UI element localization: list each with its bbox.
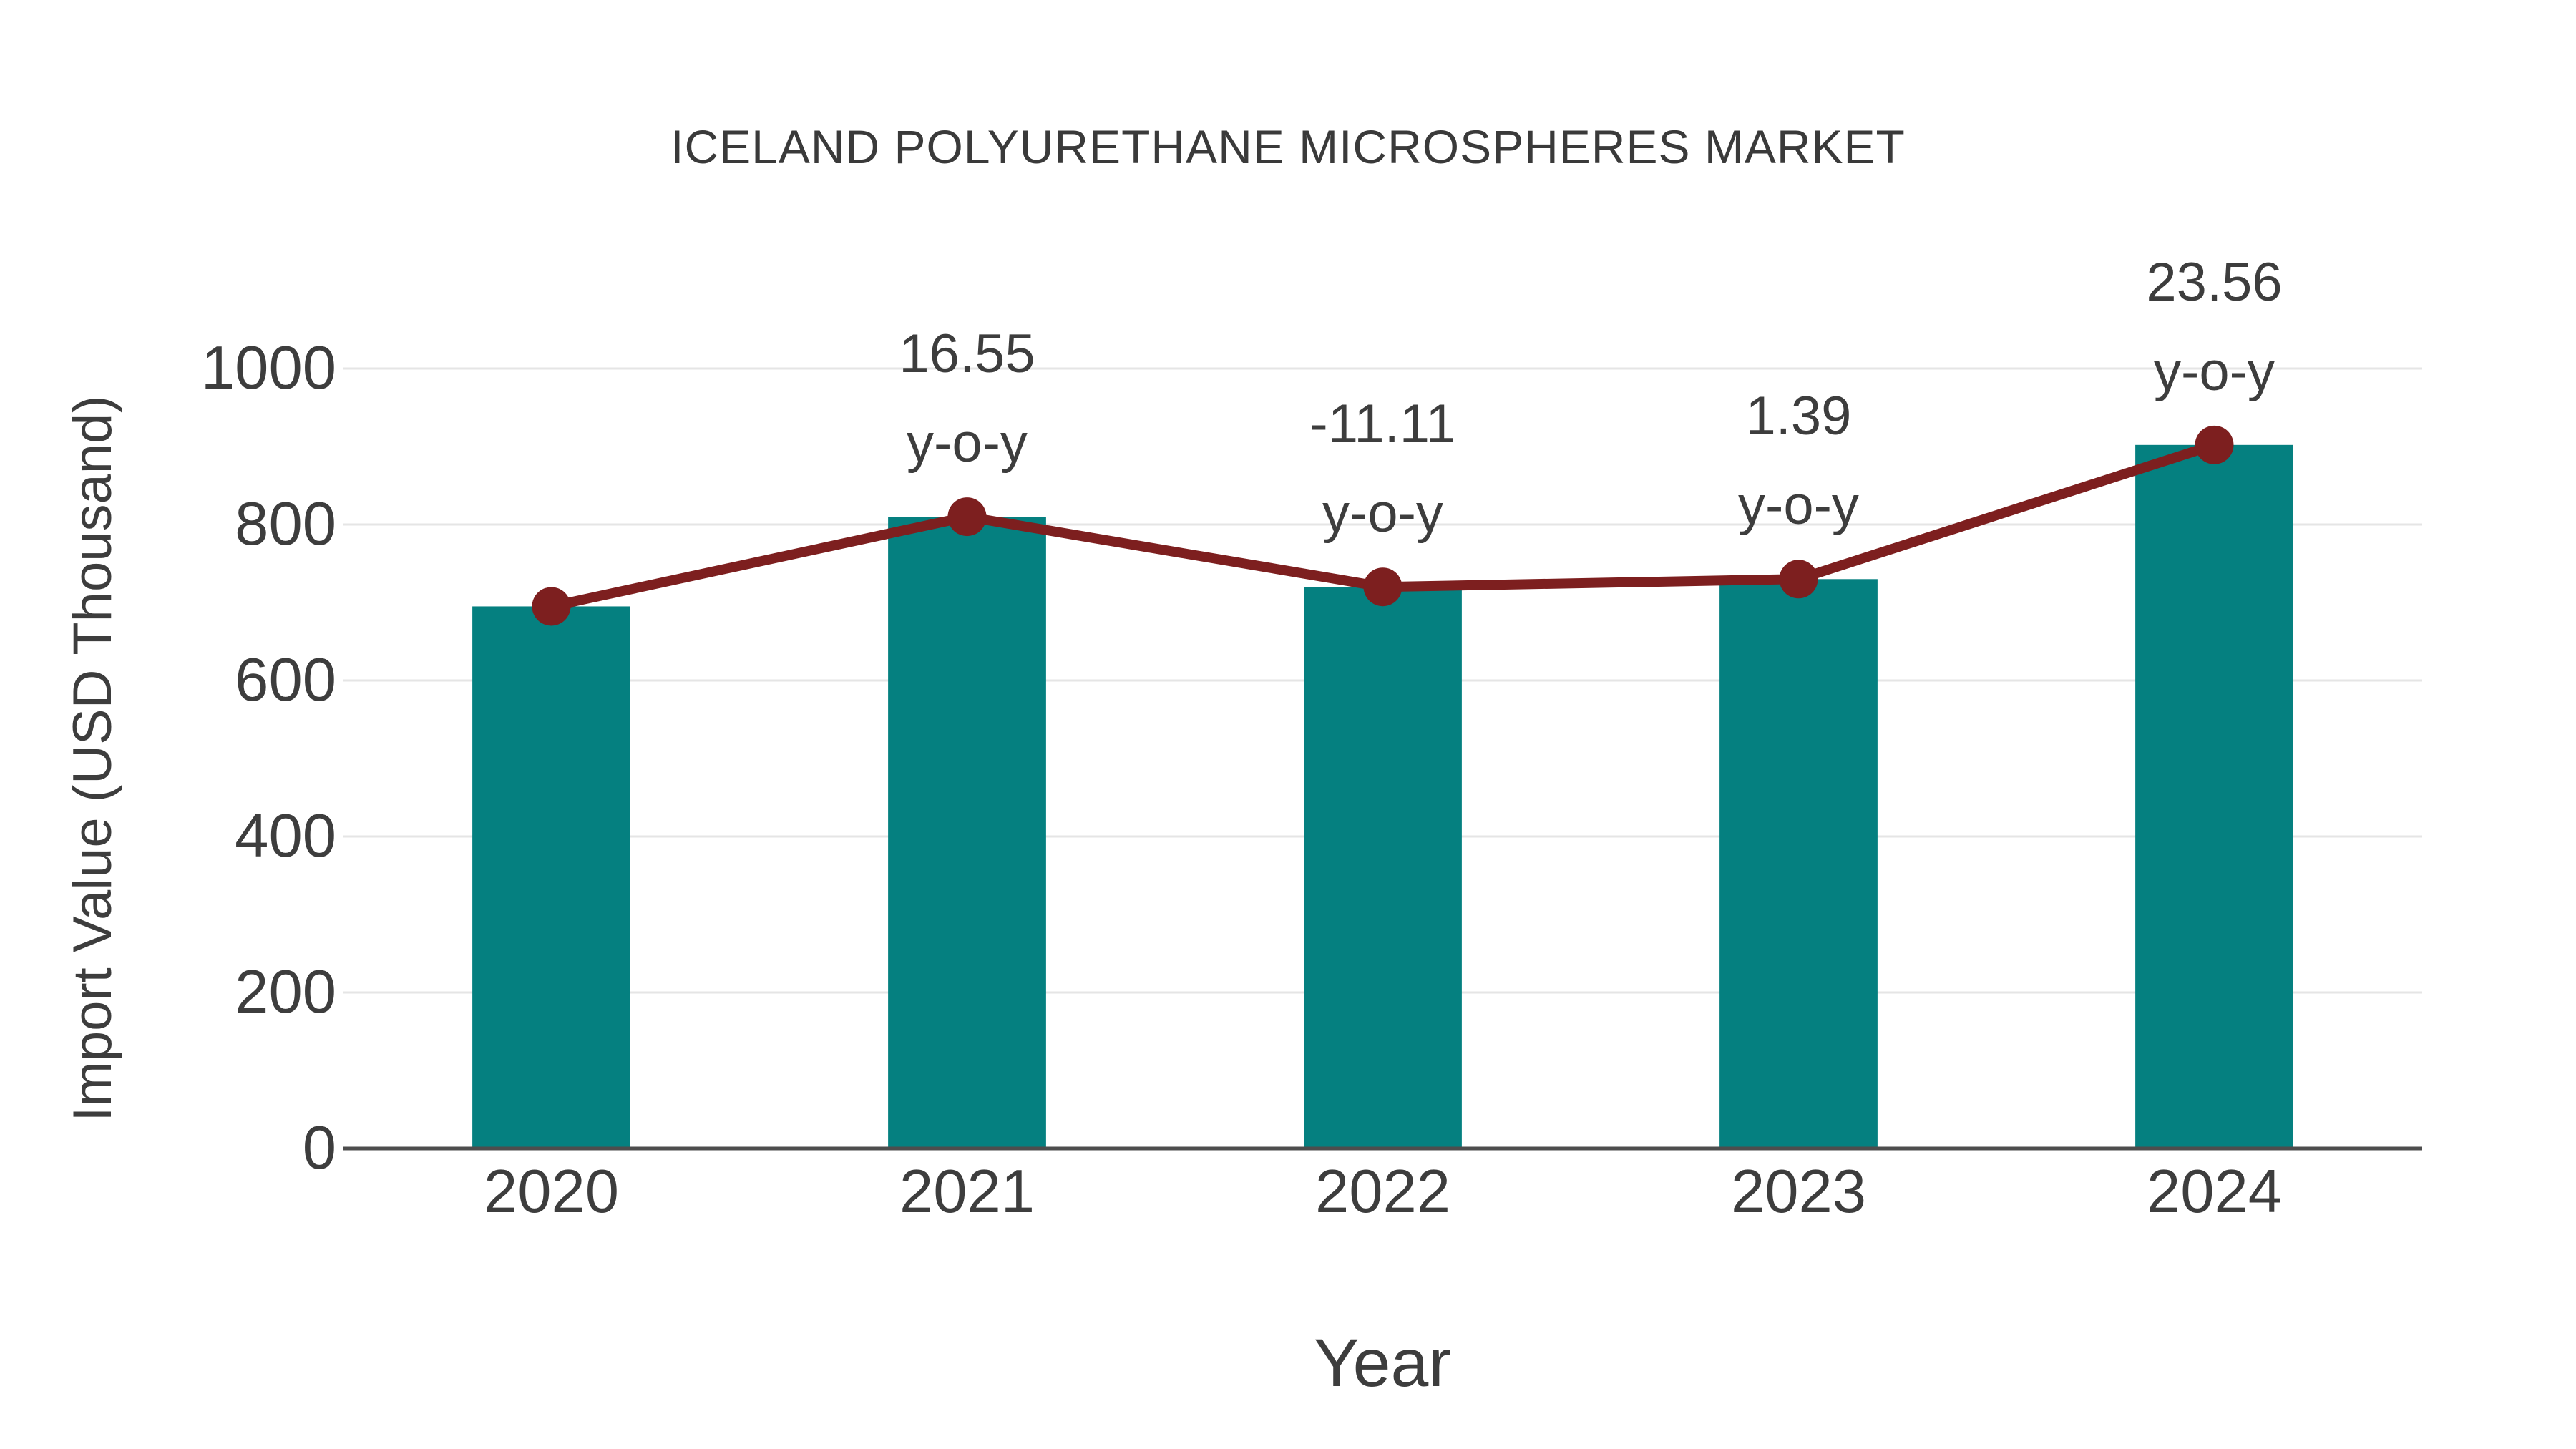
x-tick-label-2024: 2024 xyxy=(2146,1158,2283,1226)
marker-2023[interactable] xyxy=(1779,560,1818,599)
chart-title: ICELAND POLYURETHANE MICROSPHERES MARKET xyxy=(670,120,1906,173)
y-axis-title: Import Value (USD Thousand) xyxy=(62,395,123,1122)
marker-2021[interactable] xyxy=(947,497,987,537)
bar-2023[interactable] xyxy=(1719,579,1878,1148)
bar-2021[interactable] xyxy=(888,517,1046,1148)
annotation-suffix: y-o-y xyxy=(907,413,1028,474)
y-tick-label-800: 800 xyxy=(235,490,336,558)
annotation-suffix: y-o-y xyxy=(1738,475,1859,537)
x-tick-label-2023: 2023 xyxy=(1730,1158,1867,1226)
annotation-suffix: y-o-y xyxy=(1322,483,1443,545)
annotation-suffix: y-o-y xyxy=(2154,341,2275,402)
x-tick-label-2021: 2021 xyxy=(899,1158,1035,1226)
y-tick-label-200: 200 xyxy=(235,958,336,1026)
annotation-value: -11.11 xyxy=(1309,394,1456,455)
marker-2022[interactable] xyxy=(1363,567,1402,607)
bar-2022[interactable] xyxy=(1304,587,1462,1148)
y-tick-label-600: 600 xyxy=(235,646,336,714)
annotation-2024: 23.56 y-o-y xyxy=(2000,238,2429,416)
y-tick-label-400: 400 xyxy=(235,802,336,870)
x-tick-label-2022: 2022 xyxy=(1314,1158,1451,1226)
annotation-2021: 16.55 y-o-y xyxy=(753,309,1182,488)
x-tick-label-2020: 2020 xyxy=(483,1158,620,1226)
y-tick-label-1000: 1000 xyxy=(200,334,336,402)
annotation-value: 23.56 xyxy=(2146,251,2283,313)
bar-2020[interactable] xyxy=(472,606,630,1148)
bar-2024[interactable] xyxy=(2135,444,2293,1148)
annotation-value: 16.55 xyxy=(899,323,1035,385)
annotation-value: 1.39 xyxy=(1745,386,1852,447)
marker-2024[interactable] xyxy=(2195,425,2234,464)
y-tick-label-0: 0 xyxy=(302,1114,336,1182)
annotation-2023: 1.39 y-o-y xyxy=(1584,371,2014,550)
x-axis-title: Year xyxy=(1314,1325,1451,1401)
marker-2020[interactable] xyxy=(532,587,571,626)
annotation-2022: -11.11 y-o-y xyxy=(1169,379,1598,558)
